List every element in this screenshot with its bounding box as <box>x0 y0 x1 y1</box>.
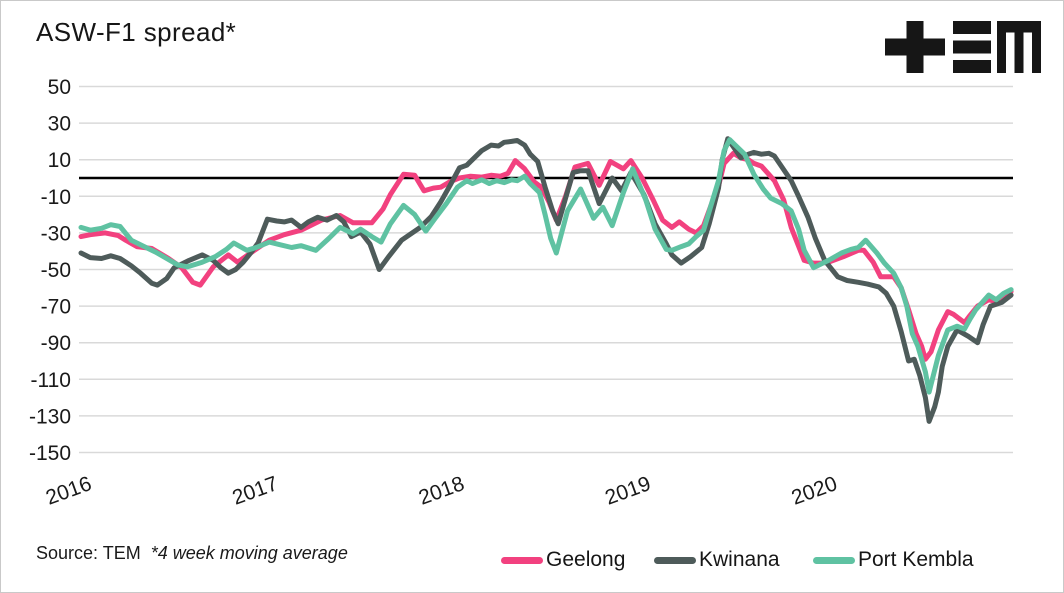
x-axis-labels: 2016 2017 2018 2019 2020 <box>43 472 840 510</box>
y-tick-label: -30 <box>41 222 71 245</box>
y-tick-label: -150 <box>29 442 71 465</box>
legend-label-geelong: Geelong <box>546 548 626 571</box>
y-tick-label: 50 <box>48 76 71 99</box>
logo-bars-icon <box>953 21 991 73</box>
y-tick-label: -50 <box>41 259 71 282</box>
y-tick-label: -90 <box>41 332 71 355</box>
y-tick-label: -10 <box>41 186 71 209</box>
y-axis-labels: 50 30 10 -10 -30 -50 -70 -90 -110 -130 -150 <box>29 76 71 465</box>
geelong-line-swatch <box>501 556 543 564</box>
gridlines <box>79 85 1013 454</box>
y-tick-label: -110 <box>31 369 71 392</box>
legend-label-kwinana: Kwinana <box>699 548 780 571</box>
y-tick-label: 30 <box>48 113 71 136</box>
kwinana-line-swatch <box>654 556 696 564</box>
x-tick-label: 2019 <box>602 472 654 510</box>
logo-m-icon <box>997 21 1041 73</box>
x-tick-label: 2020 <box>788 472 840 510</box>
legend-item-geelong: Geelong <box>501 547 625 573</box>
legend-label-port-kembla: Port Kembla <box>858 548 974 571</box>
source-text: Source: TEM <box>36 543 141 563</box>
x-tick-label: 2017 <box>229 472 281 510</box>
y-tick-label: -130 <box>29 405 71 428</box>
series-line-port-kembla <box>78 137 1014 395</box>
tem-logo <box>885 21 1041 73</box>
legend-item-kwinana: Kwinana <box>654 547 780 573</box>
source-note: Source: TEM *4 week moving average <box>36 543 348 564</box>
x-tick-label: 2016 <box>43 472 95 510</box>
page-title: ASW-F1 spread* <box>36 17 237 47</box>
logo-plus-icon <box>885 21 945 73</box>
port-kembla-line-swatch <box>813 556 855 564</box>
legend-item-port-kembla: Port Kembla <box>813 547 974 573</box>
x-tick-label: 2018 <box>416 472 468 510</box>
y-tick-label: -70 <box>41 296 71 319</box>
footnote-text: *4 week moving average <box>150 543 348 563</box>
y-tick-label: 10 <box>48 149 71 172</box>
